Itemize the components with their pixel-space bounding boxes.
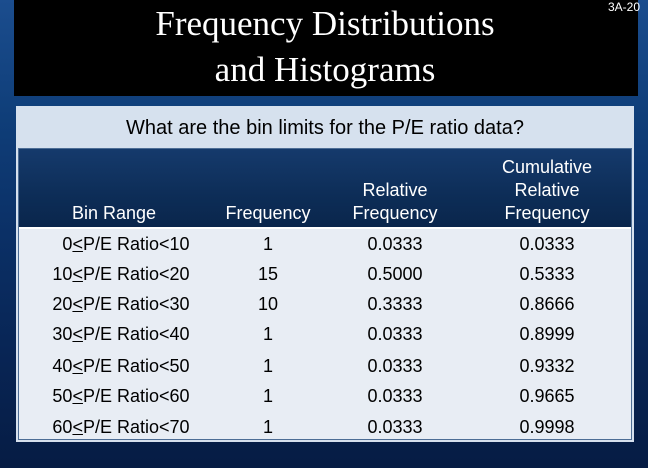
cumulative-frequency-cell: 0.9665 [519,386,575,406]
relative-frequency-cell: 0.0333 [367,386,423,406]
frequency-cell: 1 [262,356,273,376]
frequency-cell: 1 [262,324,273,344]
bin-range-cell: 30<P/E Ratio<40 [19,319,209,349]
frequency-cell: 1 [262,234,273,254]
frequency-table: Bin Range Frequency Relative Frequency C… [18,148,632,440]
bin-label: P/E Ratio [82,356,159,376]
bin-lower: 60 [52,417,73,437]
relative-frequency-cell: 0.0333 [367,356,423,376]
bin-label: P/E Ratio [82,386,159,406]
bin-label: P/E Ratio [82,234,159,254]
header-cumulative-relative-frequency: Cumulative Relative Frequency [463,156,631,225]
bin-upper: <60 [159,386,190,406]
header-bin-range: Bin Range [19,202,209,225]
title-bar: Frequency Distributions and Histograms [14,0,638,96]
bin-le-sign: < [72,386,83,406]
bin-range-cell: 40<P/E Ratio<50 [19,351,209,381]
bin-label: P/E Ratio [82,417,159,437]
bin-lower: 30 [52,324,73,344]
bin-le-sign: < [72,356,83,376]
table-row: 30<P/E Ratio<40 1 0.0333 0.8999 [19,319,631,349]
relative-frequency-cell: 0.0333 [367,324,423,344]
bin-label: P/E Ratio [82,264,159,284]
question-text: What are the bin limits for the P/E rati… [126,117,524,139]
bin-range-cell: 10<P/E Ratio<20 [19,259,209,289]
frequency-cell: 1 [262,386,273,406]
relative-frequency-cell: 0.0333 [367,417,423,437]
bin-upper: <30 [159,294,190,314]
header-relative-frequency: Relative Frequency [327,179,463,225]
bin-label: P/E Ratio [82,294,159,314]
header-frequency-label: Frequency [225,203,311,223]
bin-le-sign: < [72,294,83,314]
slide-title-line-1: Frequency Distributions [155,4,495,43]
bin-range-cell: 20<P/E Ratio<30 [19,289,209,319]
cumulative-frequency-cell: 0.5333 [519,264,575,284]
header-cumulative-line-1: Cumulative [501,157,593,177]
bin-upper: <50 [159,356,190,376]
table-row: 50<P/E Ratio<60 1 0.0333 0.9665 [19,381,631,411]
relative-frequency-cell: 0.3333 [367,294,423,314]
frequency-cell: 15 [257,264,279,284]
relative-frequency-cell: 0.0333 [367,234,423,254]
bin-le-sign: < [72,264,83,284]
header-cumulative-line-3: Frequency [504,203,590,223]
bin-lower: 40 [52,356,73,376]
bin-label: P/E Ratio [82,324,159,344]
header-cumulative-line-2: Relative [514,180,580,200]
cumulative-frequency-cell: 0.9998 [519,417,575,437]
bin-lower: 20 [52,294,73,314]
bin-le-sign: < [72,417,83,437]
bin-range-cell: 50<P/E Ratio<60 [19,381,209,411]
slide-title-line-2: and Histograms [214,50,436,89]
header-bin-range-label: Bin Range [71,203,157,223]
cumulative-frequency-cell: 0.8666 [519,294,575,314]
bin-lower: 10 [52,264,73,284]
bin-le-sign: < [72,234,83,254]
bin-upper: <10 [159,234,190,254]
frequency-cell: 10 [257,294,279,314]
header-relative-line-2: Frequency [352,203,438,223]
table-row: 40<P/E Ratio<50 1 0.0333 0.9332 [19,351,631,381]
table-row: 20<P/E Ratio<30 10 0.3333 0.8666 [19,289,631,319]
table-row: 60<P/E Ratio<70 1 0.0333 0.9998 [19,412,631,442]
table-row: 10<P/E Ratio<20 15 0.5000 0.5333 [19,259,631,289]
bin-lower: 50 [52,386,73,406]
relative-frequency-cell: 0.5000 [367,264,423,284]
bin-upper: <70 [159,417,190,437]
bin-lower: 0 [62,234,73,254]
slide-number: 3A-20 [607,0,640,14]
header-frequency: Frequency [209,202,327,225]
cumulative-frequency-cell: 0.8999 [519,324,575,344]
table-header: Bin Range Frequency Relative Frequency C… [19,149,631,229]
bin-range-cell: 0<P/E Ratio<10 [19,229,209,259]
bin-range-cell: 60<P/E Ratio<70 [19,412,209,442]
bin-upper: <20 [159,264,190,284]
cumulative-frequency-cell: 0.9332 [519,356,575,376]
frequency-cell: 1 [262,417,273,437]
header-relative-line-1: Relative [362,180,428,200]
table-row: 0<P/E Ratio<10 1 0.0333 0.0333 [19,229,631,259]
bin-le-sign: < [72,324,83,344]
bin-upper: <40 [159,324,190,344]
cumulative-frequency-cell: 0.0333 [519,234,575,254]
